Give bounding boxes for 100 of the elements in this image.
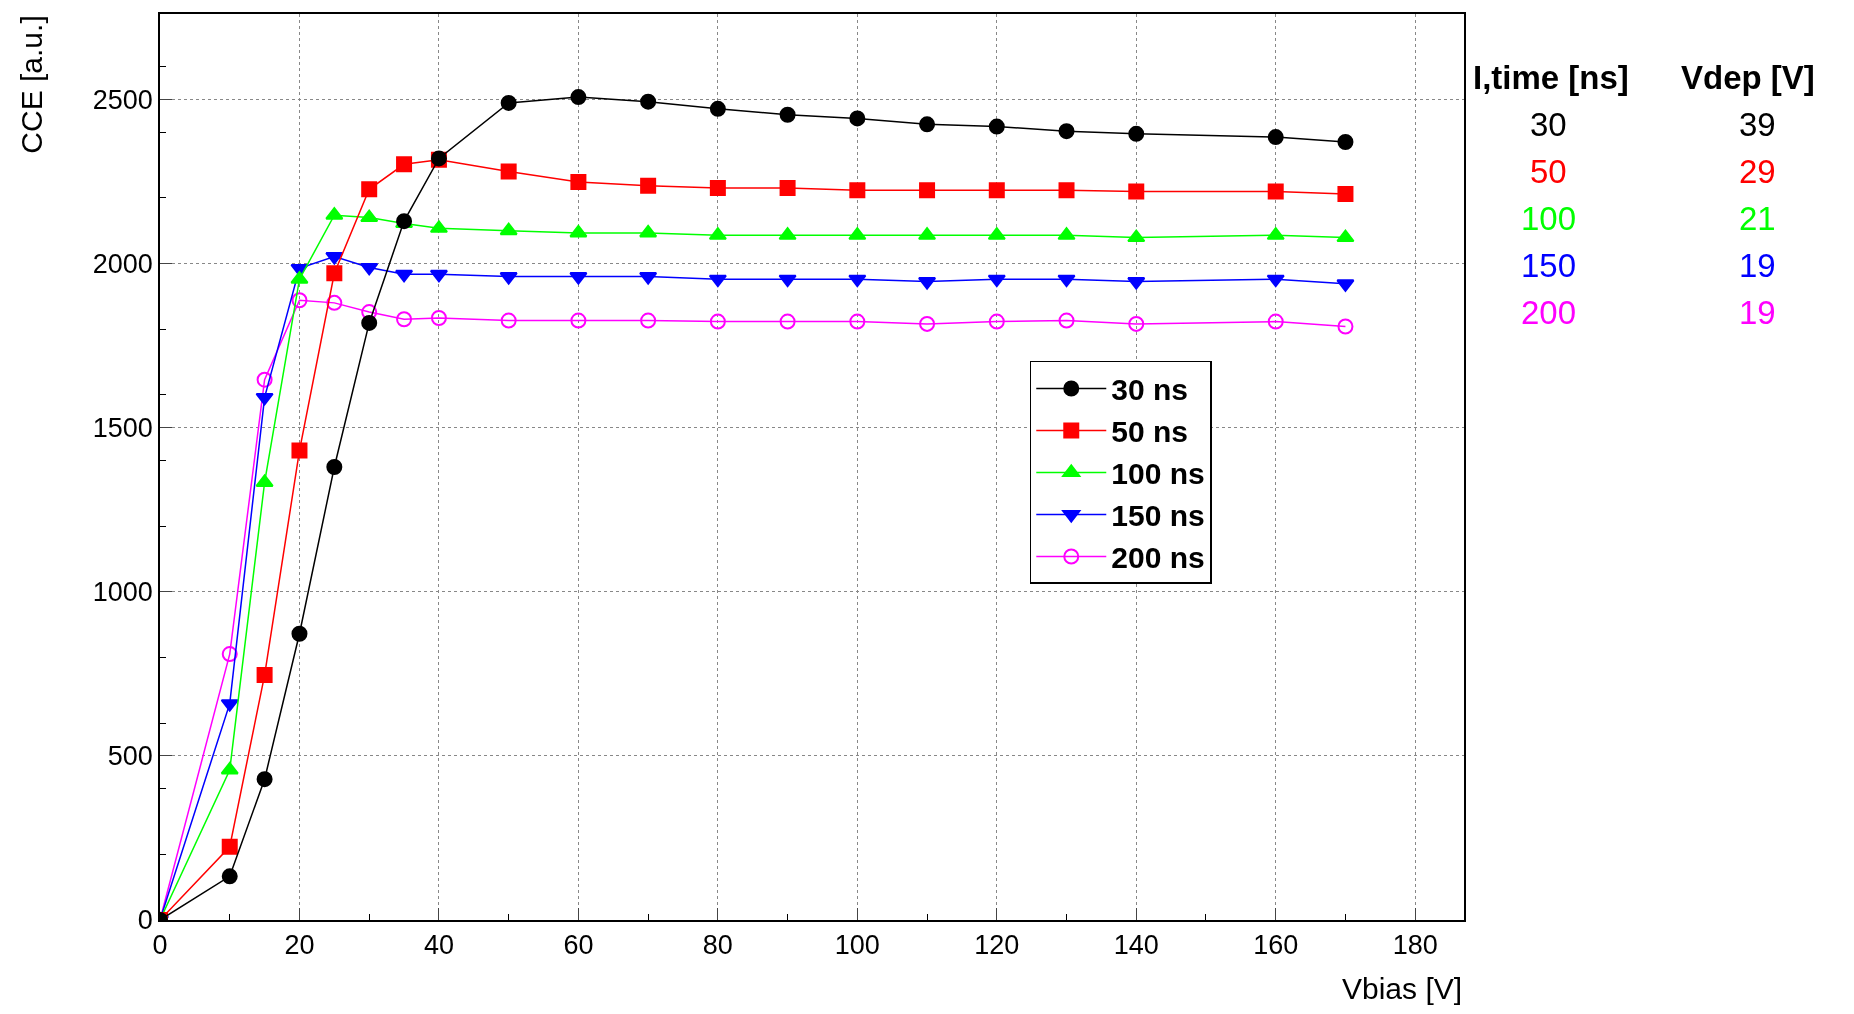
point xyxy=(1058,182,1075,199)
x-axis-title: Vbias [V] xyxy=(1342,972,1463,1005)
text: 19 xyxy=(1739,247,1776,284)
point xyxy=(255,392,274,406)
point xyxy=(396,156,413,173)
x-tick-label: 40 xyxy=(423,930,454,961)
point xyxy=(709,179,726,196)
x-tick-label: 180 xyxy=(1392,930,1438,961)
point xyxy=(1127,229,1146,243)
point xyxy=(1267,129,1284,146)
point xyxy=(221,838,238,855)
point xyxy=(1337,134,1354,151)
legend-label: 30 ns xyxy=(1111,373,1188,407)
y-tick-label: 500 xyxy=(107,741,153,772)
text: 29 xyxy=(1739,153,1776,190)
text: 100 xyxy=(1521,200,1577,237)
y-tick-label: 1000 xyxy=(92,577,153,608)
point xyxy=(1337,318,1354,335)
text: Vdep [V] xyxy=(1681,59,1815,96)
point xyxy=(326,459,343,475)
x-tick-label: 140 xyxy=(1113,930,1159,961)
point xyxy=(256,771,273,788)
point xyxy=(988,182,1005,199)
point xyxy=(256,371,273,388)
point xyxy=(1266,274,1285,288)
text: 200 xyxy=(1521,294,1577,331)
point xyxy=(849,313,866,330)
x-tick-label: 60 xyxy=(563,930,594,961)
y-tick-label: 2000 xyxy=(92,248,153,279)
x-tick-label: 120 xyxy=(974,930,1020,961)
legend-label: 50 ns xyxy=(1111,415,1188,449)
legend-label: 200 ns xyxy=(1111,541,1205,575)
point xyxy=(500,163,517,180)
point xyxy=(326,294,343,311)
point xyxy=(291,292,308,309)
point xyxy=(570,89,587,106)
text: 19 xyxy=(1739,294,1776,331)
point xyxy=(1267,313,1284,330)
text: 39 xyxy=(1739,106,1776,143)
point xyxy=(708,274,727,288)
x-tick-label: 160 xyxy=(1253,930,1299,961)
y-tick-label: 1500 xyxy=(92,413,153,444)
point xyxy=(988,118,1005,135)
point xyxy=(849,110,866,127)
point xyxy=(1058,312,1075,329)
point xyxy=(987,274,1006,288)
point xyxy=(1128,183,1145,200)
point xyxy=(221,646,238,663)
x-tick-label: 20 xyxy=(284,930,315,961)
point xyxy=(779,179,796,196)
point xyxy=(849,182,866,199)
point xyxy=(1058,123,1075,140)
point xyxy=(221,868,238,885)
point xyxy=(988,313,1005,330)
point xyxy=(361,314,378,331)
point xyxy=(570,312,587,329)
point xyxy=(640,177,657,194)
point xyxy=(360,262,379,276)
point xyxy=(779,313,796,330)
point xyxy=(360,209,379,223)
point xyxy=(1267,183,1284,200)
point xyxy=(639,224,658,238)
text: 30 xyxy=(1530,106,1567,143)
legend-label: 100 ns xyxy=(1111,457,1205,491)
y-axis-title: CCE [a.u.] xyxy=(14,15,48,154)
text: 50 xyxy=(1530,153,1567,190)
text: I,time [ns] xyxy=(1473,59,1629,96)
point xyxy=(429,269,449,283)
point xyxy=(430,309,447,326)
point xyxy=(256,667,273,684)
point xyxy=(291,442,308,459)
point xyxy=(1336,229,1355,243)
point xyxy=(640,93,657,110)
point xyxy=(709,100,726,117)
point xyxy=(361,181,378,198)
point xyxy=(919,315,936,332)
text: 150 xyxy=(1521,247,1577,284)
point xyxy=(919,182,936,199)
point xyxy=(1057,274,1076,288)
point xyxy=(500,312,517,329)
point xyxy=(500,94,517,111)
y-tick-label: 2500 xyxy=(92,84,153,115)
point xyxy=(396,311,413,328)
point xyxy=(1337,185,1354,202)
point xyxy=(709,313,726,330)
point xyxy=(1128,125,1145,142)
legend-label: 150 ns xyxy=(1111,499,1205,533)
point xyxy=(394,269,414,283)
point xyxy=(778,274,797,288)
text: 21 xyxy=(1739,200,1776,237)
point xyxy=(779,106,796,123)
y-tick-label: 0 xyxy=(137,905,153,936)
point xyxy=(291,625,308,642)
point xyxy=(326,265,343,282)
point xyxy=(640,312,657,329)
point xyxy=(848,274,867,288)
x-tick-label: 80 xyxy=(702,930,733,961)
x-tick-label: 100 xyxy=(834,930,880,961)
point xyxy=(570,174,587,191)
point xyxy=(919,116,936,133)
